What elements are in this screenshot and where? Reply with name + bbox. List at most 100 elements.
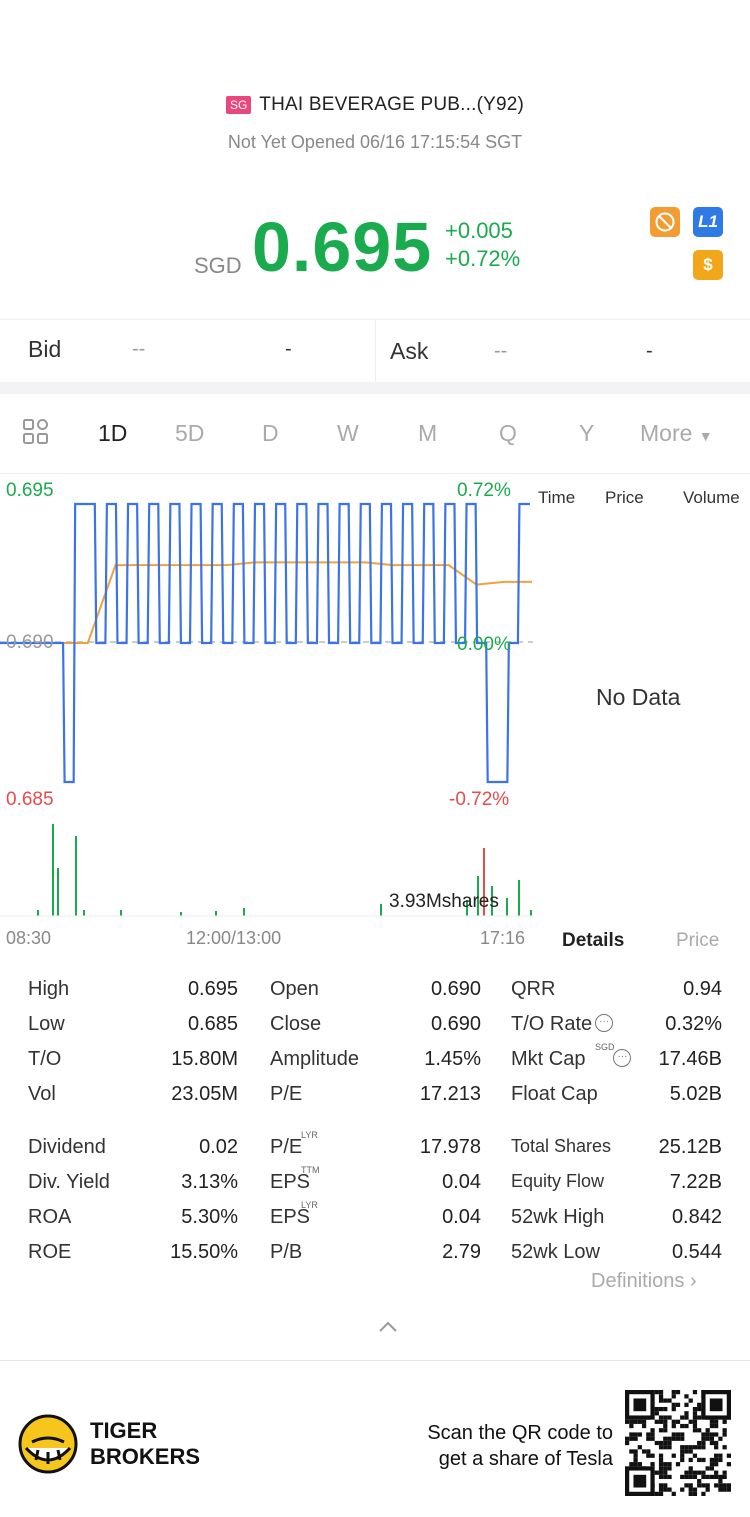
stat-label: Dividend [28, 1136, 106, 1158]
stat-value: 5.30% [181, 1206, 238, 1228]
intraday-chart[interactable] [0, 474, 540, 924]
tab-1d[interactable]: 1D [98, 420, 128, 446]
volume-bar [530, 910, 532, 916]
stat-label: 52wk Low [511, 1241, 600, 1263]
tab-month[interactable]: M [418, 420, 438, 446]
y-low-label: 0.685 [6, 789, 54, 810]
divider [0, 1360, 750, 1361]
tiger-logo-icon [18, 1414, 78, 1479]
bid-ask-bar[interactable]: Bid -- - Ask -- - [0, 320, 750, 382]
promo-line-2: get a share of Tesla [438, 1448, 613, 1470]
time-start-label: 08:30 [6, 928, 52, 948]
stat-superscript: SGD [595, 1042, 615, 1052]
stat-label: T/O Rate ··· [511, 1013, 614, 1036]
info-icon[interactable]: ··· [613, 1048, 632, 1067]
volume-bar [83, 910, 85, 916]
info-icon[interactable]: ··· [595, 1013, 614, 1032]
stat-label: Close [270, 1013, 322, 1035]
tab-day[interactable]: D [262, 420, 279, 446]
chevron-right-icon: › [689, 1270, 697, 1292]
stat-value: 17.46B [658, 1048, 722, 1070]
stat-label: 52wk High [511, 1206, 605, 1228]
market-status: Not Yet Opened 06/16 17:15:54 SGT [227, 132, 523, 152]
bid-ask-separator [375, 320, 376, 382]
stat-label: ROA [28, 1206, 72, 1228]
tab-quarter[interactable]: Q [499, 420, 517, 446]
stat-value: 0.685 [187, 1013, 238, 1035]
stat-value: 5.02B [669, 1083, 722, 1105]
tab-more[interactable]: More ▼ [640, 420, 713, 447]
ticks-header-volume: Volume [683, 488, 740, 507]
tab-details[interactable]: Details [562, 930, 625, 951]
stat-label: P/B [270, 1241, 303, 1263]
volume-bar [37, 910, 39, 916]
ticks-header-price: Price [605, 488, 644, 507]
volume-bar [120, 910, 122, 916]
volume-bar [180, 912, 182, 916]
stat-label: P/E [270, 1136, 303, 1158]
stat-value: 17.978 [419, 1136, 481, 1158]
stat-value: 0.690 [430, 978, 481, 1000]
definitions-label: Definitions [591, 1270, 685, 1292]
stat-label: T/O [28, 1048, 62, 1070]
volume-bar [380, 904, 382, 916]
pct-low-label: -0.72% [449, 789, 510, 810]
stat-label: Div. Yield [28, 1171, 110, 1193]
time-mid-label: 12:00/13:00 [186, 928, 282, 948]
tab-price[interactable]: Price [676, 930, 720, 951]
promo-footer[interactable]: TIGER BROKERS Scan the QR code to get a … [0, 1372, 750, 1517]
stat-value: 0.690 [430, 1013, 481, 1035]
bid-size: - [285, 338, 292, 360]
stat-label: Total Shares [511, 1136, 612, 1156]
volume-bar [57, 868, 59, 916]
stat-label: Low [28, 1013, 65, 1035]
definitions-link[interactable]: Definitions › [591, 1270, 697, 1293]
level1-icon[interactable]: L1 [693, 207, 723, 237]
brand-name: TIGER BROKERS [90, 1418, 200, 1470]
stat-value: 0.544 [671, 1241, 722, 1263]
y-mid-label: 0.690 [6, 632, 54, 653]
volume-bar [75, 836, 77, 916]
time-end-label: 17:16 [480, 928, 526, 948]
ticks-header-time: Time [538, 488, 576, 507]
ask-price: -- [494, 340, 508, 362]
qr-code-icon[interactable] [625, 1390, 731, 1496]
y-high-label: 0.695 [6, 480, 54, 501]
volume-bar [506, 898, 508, 916]
stat-superscript: TTM [301, 1165, 320, 1175]
stat-value: 2.79 [442, 1241, 481, 1263]
tab-year[interactable]: Y [579, 420, 595, 446]
stock-title-row: SG THAI BEVERAGE PUB...(Y92) [0, 94, 750, 116]
stat-value: 23.05M [171, 1083, 238, 1105]
currency-label: SGD [194, 253, 242, 278]
collapse-chevron-icon[interactable] [377, 1320, 399, 1339]
volume-bar [491, 886, 493, 916]
chart-period-tabs: 1D 5D D W M Q Y More ▼ [0, 406, 750, 462]
stat-value: 0.32% [665, 1013, 722, 1035]
stat-label: Vol [28, 1083, 56, 1105]
tab-week[interactable]: W [337, 420, 359, 446]
chevron-down-icon: ▼ [698, 428, 713, 444]
stat-value: 1.45% [424, 1048, 481, 1070]
stat-label: ROE [28, 1241, 72, 1263]
tab-5d[interactable]: 5D [175, 420, 205, 446]
volume-bar [243, 908, 245, 916]
pct-mid-label: 0.00% [457, 634, 511, 655]
stat-label: Open [270, 978, 319, 1000]
volume-bar [215, 911, 217, 916]
stat-label: EPS [270, 1206, 311, 1228]
quote-summary: SGD 0.695 +0.005 +0.72% L1 $ [0, 205, 750, 295]
dollar-icon[interactable]: $ [693, 250, 723, 280]
no-margin-icon[interactable] [650, 207, 680, 237]
change-amount: +0.005 [445, 218, 513, 243]
price-change: +0.005 +0.72% [445, 217, 520, 273]
market-badge: SG [225, 96, 252, 114]
divider [0, 319, 750, 320]
stat-value: 3.13% [181, 1171, 238, 1193]
stat-superscript: LYR [301, 1200, 318, 1210]
volume-bar [52, 824, 54, 916]
volume-bar [477, 876, 479, 916]
last-price: 0.695 [252, 208, 433, 286]
grid-layout-icon[interactable] [22, 418, 50, 452]
ask-label: Ask [390, 338, 429, 364]
